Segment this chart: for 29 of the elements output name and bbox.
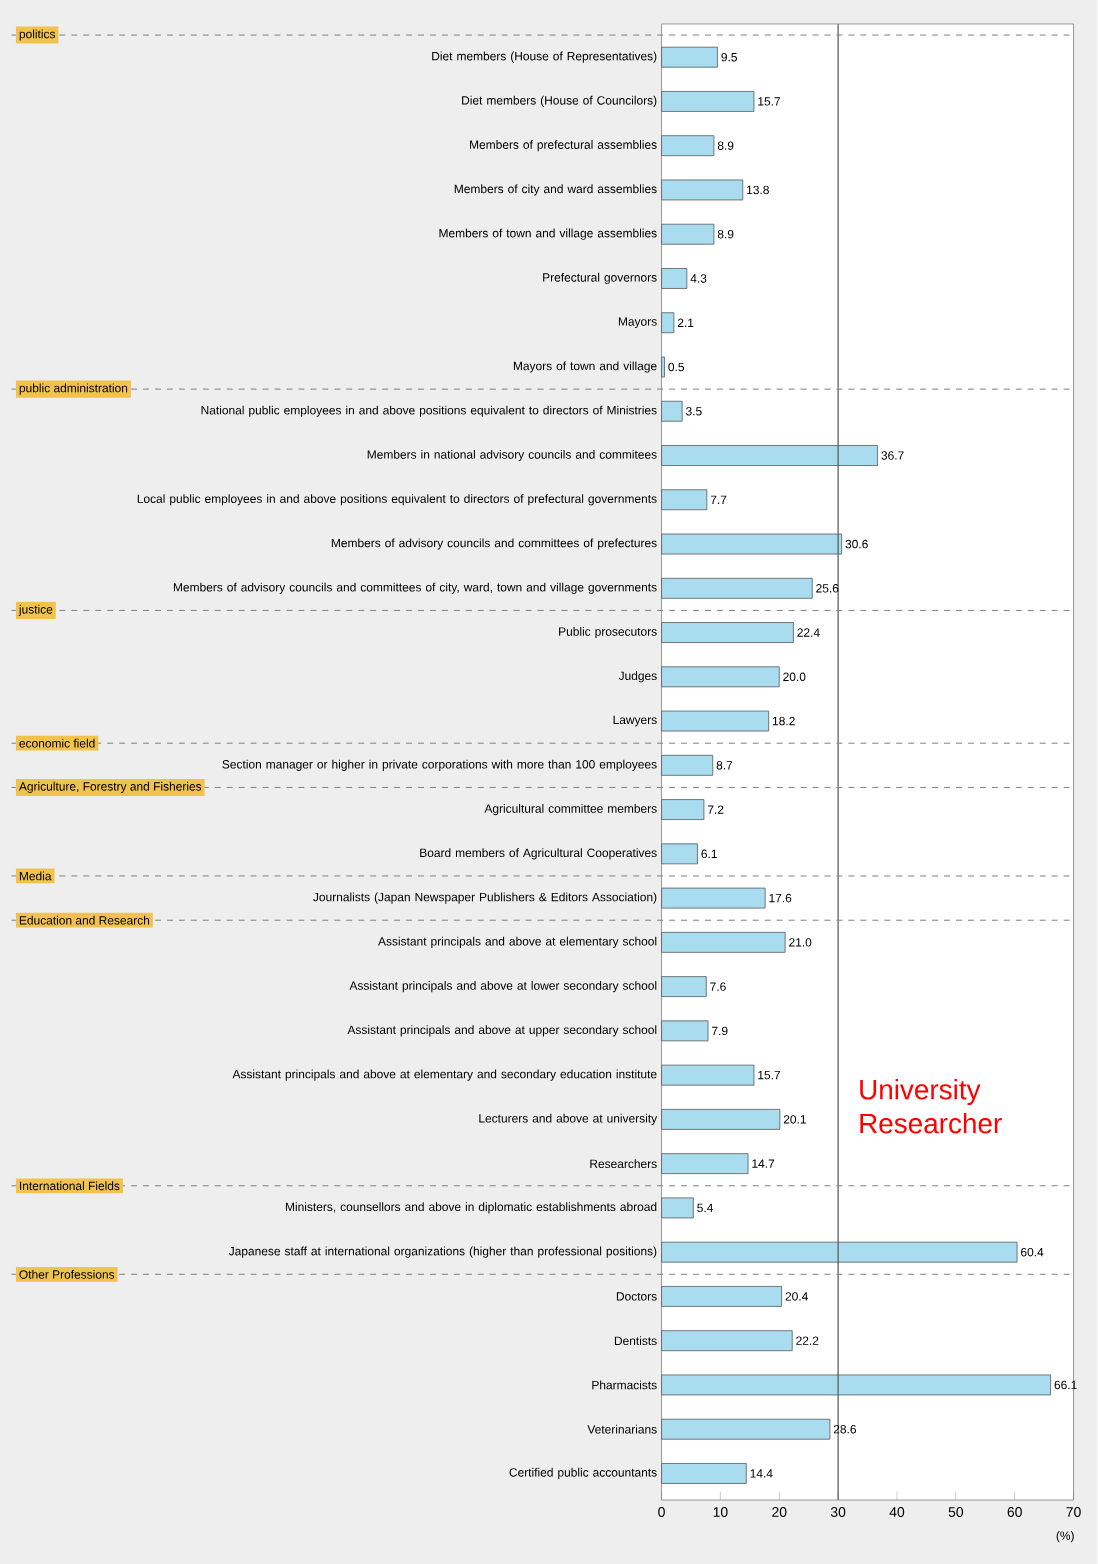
bar xyxy=(661,1197,694,1219)
bar xyxy=(661,976,707,998)
bar xyxy=(661,843,699,865)
bar xyxy=(661,1064,755,1086)
bar xyxy=(661,46,719,68)
bar xyxy=(661,1418,831,1440)
bar xyxy=(661,666,780,688)
bar xyxy=(661,400,683,422)
bar xyxy=(661,754,714,776)
annotation: University Researcher xyxy=(860,1079,1003,1134)
bar xyxy=(661,799,705,820)
bar xyxy=(661,931,786,953)
bar xyxy=(661,1286,783,1307)
bar xyxy=(661,268,688,289)
bar xyxy=(661,223,715,245)
bar xyxy=(661,91,755,112)
bar xyxy=(661,577,813,599)
bar xyxy=(661,489,708,511)
bar xyxy=(661,1330,793,1352)
bar xyxy=(661,179,744,201)
bar xyxy=(661,887,766,909)
bar xyxy=(661,1153,749,1175)
bar xyxy=(661,1108,781,1130)
bar xyxy=(661,710,770,732)
bar xyxy=(661,622,794,643)
bar xyxy=(661,312,675,334)
bar xyxy=(661,1463,747,1484)
bar xyxy=(661,135,715,157)
bar xyxy=(661,1020,709,1042)
